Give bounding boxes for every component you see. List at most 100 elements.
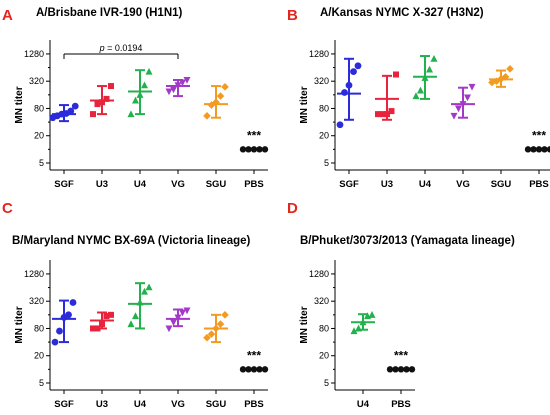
- data-point: [426, 65, 433, 73]
- x-tick-label: U4: [419, 179, 432, 190]
- series-u3: [375, 71, 399, 121]
- data-point: [239, 146, 247, 153]
- data-point: [99, 99, 105, 106]
- data-point: [261, 366, 269, 373]
- data-point: [368, 311, 376, 318]
- y-tick-label: 5: [39, 158, 44, 168]
- x-tick-label: VG: [171, 179, 185, 190]
- data-point: [250, 146, 258, 153]
- data-point: [256, 146, 263, 153]
- data-point: [421, 74, 429, 81]
- data-point: [430, 54, 438, 62]
- data-point: [506, 65, 514, 73]
- x-tick-label: U3: [96, 179, 108, 190]
- data-point: [174, 82, 182, 90]
- series-u4: [350, 311, 376, 335]
- y-axis-label: MN titer: [299, 306, 310, 343]
- data-point: [94, 101, 101, 108]
- data-point: [388, 108, 395, 115]
- x-tick-label: SGU: [206, 179, 227, 190]
- p-value-label: p = 0.0194: [99, 43, 143, 53]
- data-point: [359, 318, 367, 326]
- y-tick-label: 1280: [24, 49, 44, 59]
- data-point: [183, 307, 191, 315]
- data-point: [90, 111, 96, 118]
- series-sgu: [203, 311, 229, 344]
- data-point: [221, 83, 229, 91]
- y-tick-label: 320: [29, 76, 44, 86]
- y-axis-label: MN titer: [14, 306, 25, 343]
- data-point: [501, 73, 510, 81]
- series-vg: [165, 307, 191, 333]
- data-point: [165, 88, 173, 96]
- data-point: [375, 111, 381, 118]
- data-point: [530, 146, 537, 153]
- panel-title: B/Maryland NYMC BX-69A (Victoria lineage…: [12, 235, 251, 247]
- data-point: [69, 299, 77, 306]
- data-point: [136, 91, 144, 98]
- series-u4: [412, 54, 438, 100]
- data-point: [51, 338, 59, 346]
- series-pbs: [239, 146, 269, 153]
- panel-title: B/Phuket/3073/2013 (Yamagata lineage): [300, 235, 515, 247]
- x-tick-label: PBS: [244, 179, 264, 190]
- series-u3: [90, 83, 114, 118]
- series-sgu: [488, 65, 514, 88]
- y-axis-label: MN titer: [14, 86, 25, 123]
- data-point: [245, 146, 252, 153]
- data-point: [203, 112, 211, 120]
- y-tick-label: 80: [319, 103, 329, 113]
- data-point: [170, 86, 177, 94]
- y-tick-label: 80: [319, 323, 329, 333]
- data-point: [468, 83, 476, 91]
- data-point: [412, 92, 420, 100]
- data-point: [127, 110, 135, 118]
- data-point: [136, 298, 144, 306]
- y-tick-label: 5: [39, 378, 44, 388]
- data-point: [179, 79, 186, 87]
- x-tick-label: SGF: [339, 179, 359, 190]
- data-point: [108, 83, 114, 90]
- series-sgf: [51, 299, 77, 346]
- y-tick-label: 80: [34, 103, 44, 113]
- y-tick-label: 320: [314, 76, 329, 86]
- data-point: [355, 324, 362, 332]
- series-sgf: [49, 102, 79, 123]
- data-point: [183, 77, 191, 84]
- x-tick-label: U3: [381, 179, 393, 190]
- data-point: [65, 311, 72, 319]
- x-tick-label: U4: [134, 399, 147, 410]
- data-point: [455, 105, 462, 113]
- data-point: [108, 311, 114, 318]
- series-vg: [165, 77, 191, 98]
- data-point: [379, 111, 386, 118]
- y-tick-label: 80: [34, 323, 44, 333]
- data-point: [386, 366, 394, 373]
- data-point: [239, 366, 247, 373]
- series-sgf: [336, 57, 362, 129]
- panel-d: D B/Phuket/3073/2013 (Yamagata lineage) 5 2…: [287, 200, 515, 410]
- x-tick-label: PBS: [391, 399, 411, 410]
- x-tick-label: U4: [134, 179, 147, 190]
- data-point: [403, 366, 410, 373]
- y-tick-label: 20: [319, 131, 329, 141]
- data-point: [90, 325, 96, 332]
- data-point: [216, 320, 225, 328]
- data-point: [103, 95, 110, 102]
- data-point: [535, 146, 543, 153]
- series-pbs: [386, 366, 416, 373]
- series-u4: [127, 282, 153, 330]
- x-tick-label: U4: [357, 399, 370, 410]
- data-point: [165, 325, 173, 333]
- data-point: [341, 89, 348, 96]
- panel-title: A/Brisbane IVR-190 (H1N1): [36, 7, 183, 19]
- data-point: [546, 146, 550, 153]
- y-axis-label: MN titer: [299, 86, 310, 123]
- data-point: [141, 81, 148, 89]
- data-point: [170, 319, 177, 326]
- panel-title: A/Kansas NYMC X-327 (H3N2): [320, 7, 484, 19]
- data-point: [203, 333, 211, 342]
- data-point: [145, 67, 153, 75]
- significance-label: ***: [247, 348, 261, 362]
